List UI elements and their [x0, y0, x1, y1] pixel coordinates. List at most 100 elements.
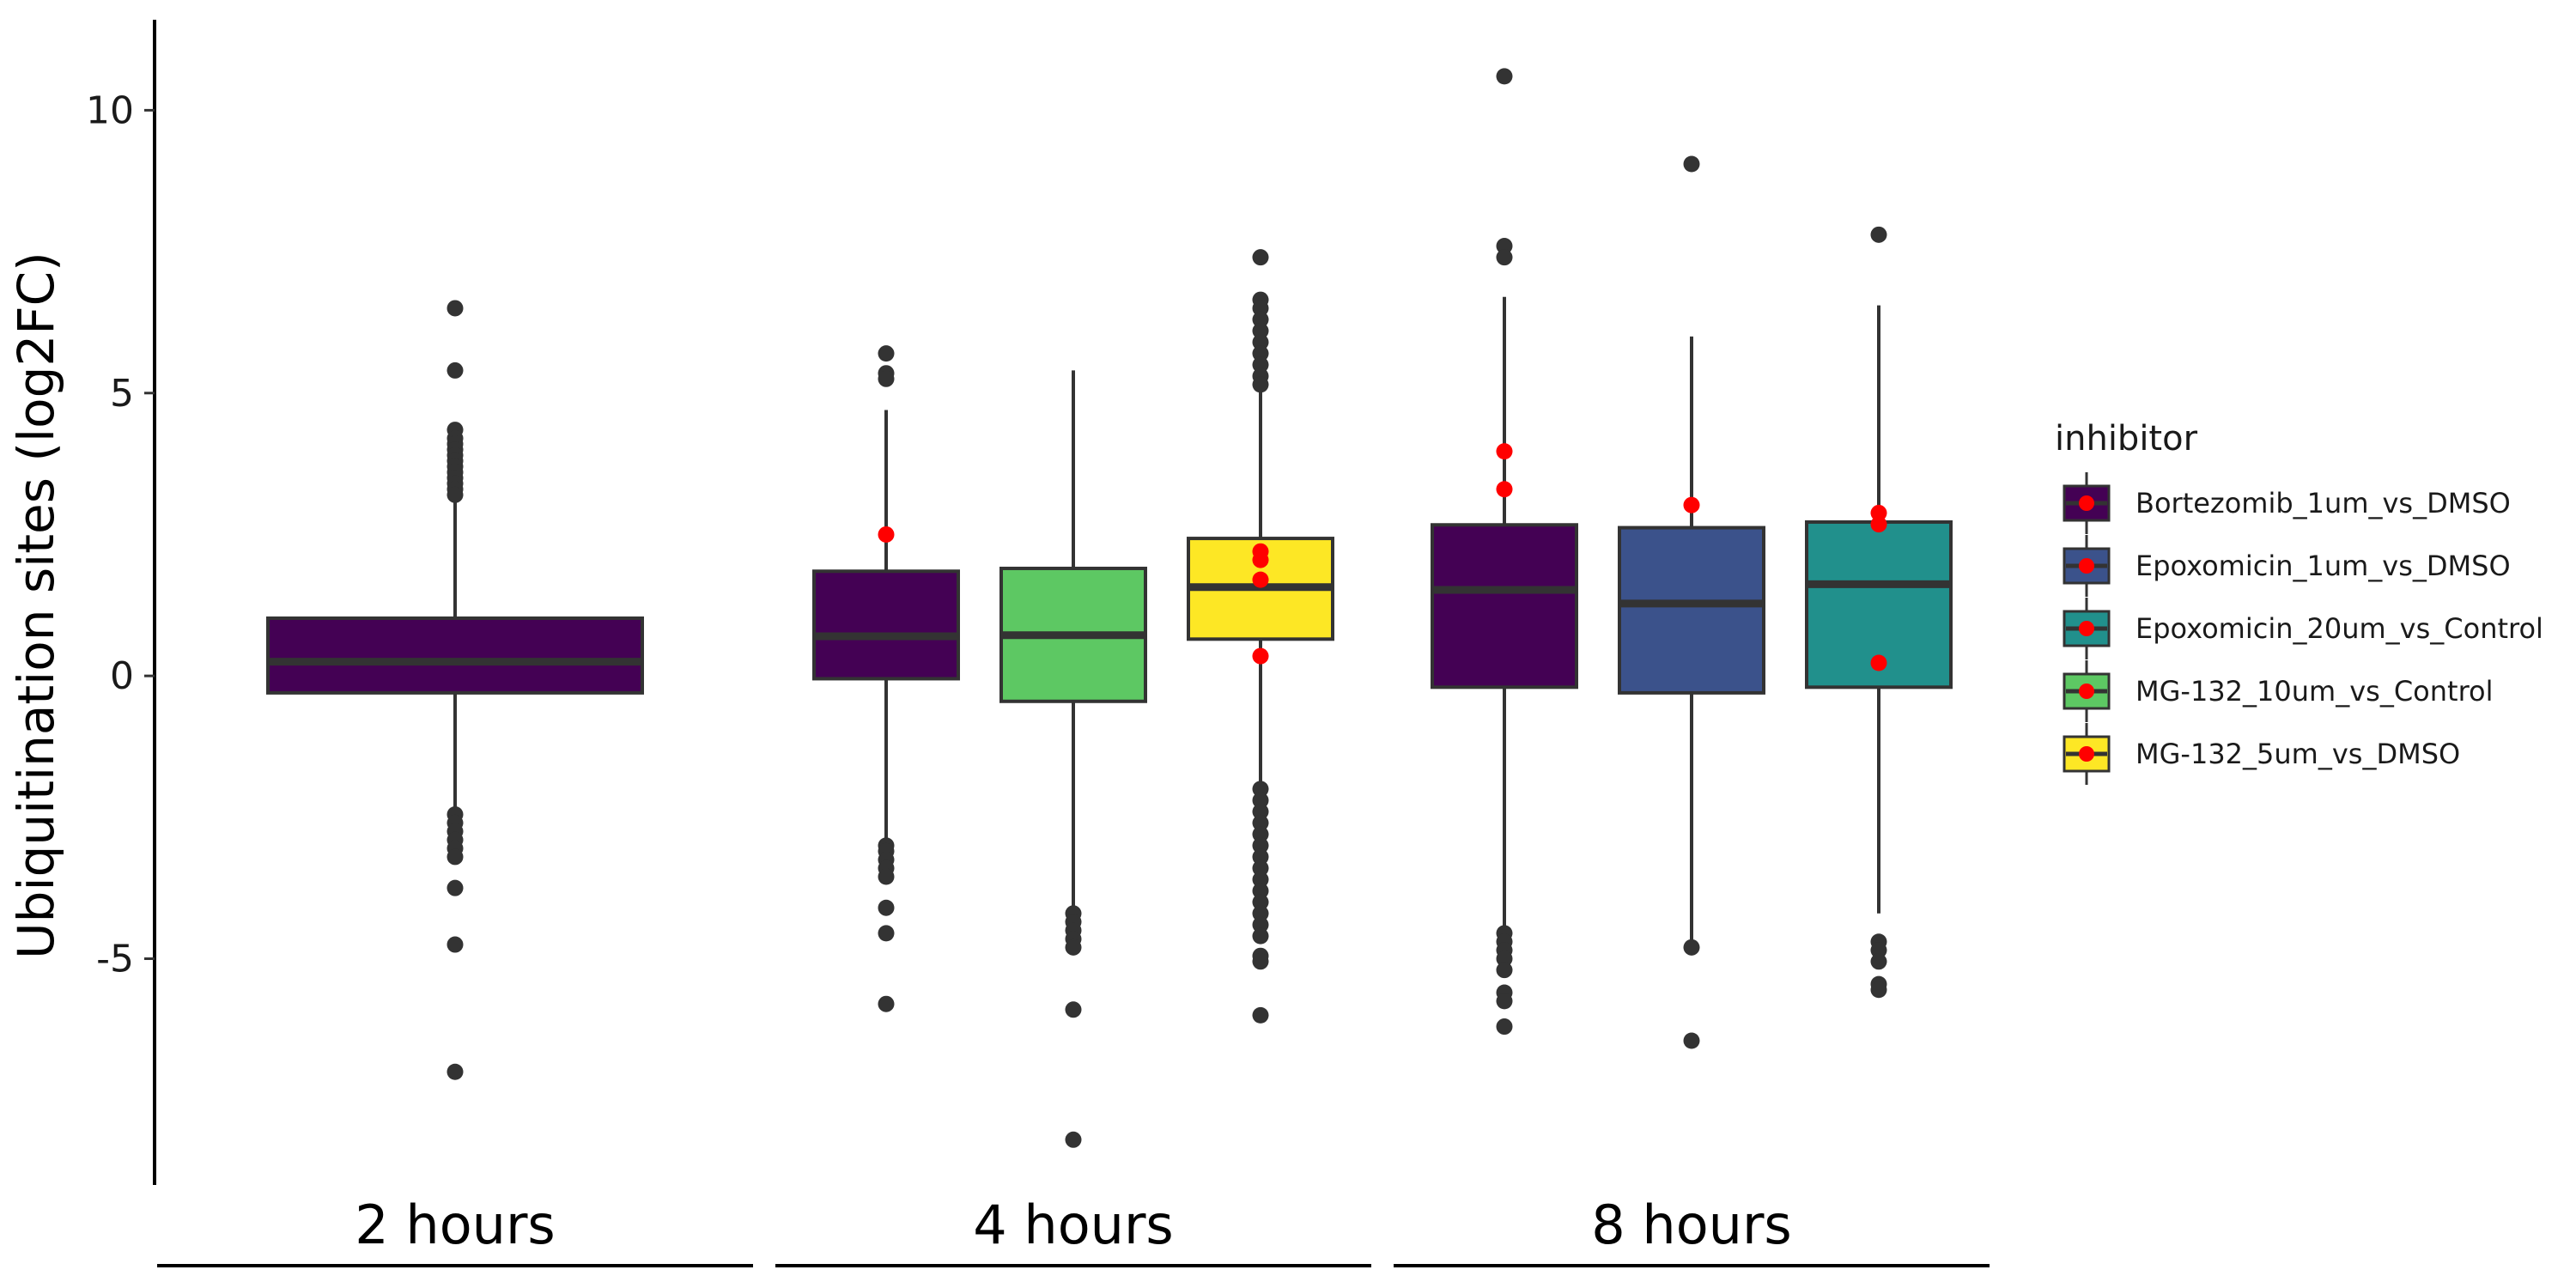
highlight-point	[878, 526, 895, 543]
outlier-point	[1252, 1006, 1269, 1024]
y-axis: -5 0 5 10	[86, 20, 156, 1185]
outlier-point	[1065, 1001, 1082, 1018]
highlight-point	[1870, 504, 1887, 521]
outlier-point	[1252, 376, 1269, 393]
highlight-point	[1252, 647, 1269, 665]
outlier-point	[878, 995, 895, 1012]
outlier-point	[1496, 1018, 1513, 1036]
facet-label-4-hours: 4 hours	[973, 1194, 1173, 1256]
plot-area	[266, 68, 1953, 1148]
outlier-point	[447, 848, 464, 866]
legend-label: MG-132_5um_vs_DMSO	[2136, 738, 2460, 770]
outlier-point	[1496, 993, 1513, 1010]
y-tick-label: -5	[96, 938, 134, 981]
highlight-point	[1496, 443, 1513, 460]
outlier-point	[1252, 927, 1269, 945]
box-4-hours-bortezomib-1um-vs-dmso	[812, 345, 960, 1012]
outlier-point	[1252, 781, 1269, 798]
highlight-point	[1252, 551, 1269, 568]
outlier-point	[1065, 939, 1082, 956]
y-tick-label: 0	[110, 654, 134, 698]
legend-label: Bortezomib_1um_vs_DMSO	[2136, 487, 2511, 519]
outlier-point	[1065, 1131, 1082, 1148]
outlier-point	[447, 361, 464, 379]
highlight-point	[1252, 571, 1269, 588]
legend-item-bortezomib-1um-vs-dmso: Bortezomib_1um_vs_DMSO	[2063, 472, 2511, 534]
outlier-point	[447, 879, 464, 896]
outlier-point	[1870, 226, 1887, 243]
outlier-point	[1252, 814, 1269, 831]
outlier-point	[1252, 860, 1269, 877]
outlier-point	[1252, 905, 1269, 922]
legend-item-mg-132-5um-vs-dmso: MG-132_5um_vs_DMSO	[2063, 723, 2460, 785]
outlier-point	[1496, 68, 1513, 85]
outlier-point	[1252, 803, 1269, 820]
legend-title: inhibitor	[2055, 419, 2198, 459]
box-4-hours-mg-132-10um-vs-control	[999, 370, 1147, 1148]
outlier-point	[1252, 848, 1269, 866]
legend: inhibitor Bortezomib_1um_vs_DMSO Epoxomici…	[2055, 419, 2543, 785]
outlier-point	[1252, 300, 1269, 317]
outlier-point	[1683, 155, 1700, 173]
legend-label: Epoxomicin_1um_vs_DMSO	[2136, 550, 2511, 582]
outlier-point	[1252, 871, 1269, 888]
box-8-hours-epoxomicin-1um-vs-dmso	[1618, 155, 1765, 1049]
legend-key-point	[2079, 558, 2094, 574]
legend-key-point	[2079, 495, 2094, 511]
box-4-hours-mg-132-5um-vs-dmso	[1187, 249, 1334, 1024]
outlier-point	[1496, 237, 1513, 254]
legend-item-epoxomicin-1um-vs-dmso: Epoxomicin_1um_vs_DMSO	[2063, 535, 2511, 597]
outlier-point	[878, 345, 895, 362]
outlier-point	[878, 925, 895, 942]
outlier-point	[447, 936, 464, 953]
legend-label: Epoxomicin_20um_vs_Control	[2136, 612, 2543, 645]
legend-key-point	[2079, 683, 2094, 699]
outlier-point	[1870, 942, 1887, 959]
y-axis-title: Ubiquitination sites (log2FC)	[7, 252, 65, 959]
highlight-point	[1870, 654, 1887, 671]
outlier-point	[447, 486, 464, 503]
legend-label: MG-132_10um_vs_Control	[2136, 675, 2493, 708]
highlight-point	[1683, 496, 1700, 513]
y-tick-label: 10	[86, 88, 134, 132]
outlier-point	[1252, 953, 1269, 970]
outlier-point	[1870, 981, 1887, 999]
outlier-point	[1252, 792, 1269, 809]
outlier-point	[1496, 249, 1513, 266]
box-body	[1618, 526, 1765, 695]
legend-item-mg-132-10um-vs-control: MG-132_10um_vs_Control	[2063, 660, 2493, 722]
box-8-hours-epoxomicin-20um-vs-control	[1805, 226, 1953, 999]
outlier-point	[878, 370, 895, 387]
outlier-point	[1683, 939, 1700, 956]
highlight-point	[1496, 481, 1513, 498]
box-2-hours-bortezomib-1um-vs-dmso	[266, 300, 644, 1080]
outlier-point	[1252, 345, 1269, 362]
highlight-point	[1870, 516, 1887, 533]
box-body	[812, 569, 960, 681]
legend-key-point	[2079, 621, 2094, 636]
outlier-point	[1252, 322, 1269, 339]
legend-item-epoxomicin-20um-vs-control: Epoxomicin_20um_vs_Control	[2063, 598, 2543, 659]
box-body	[1431, 523, 1578, 690]
facet-label-2-hours: 2 hours	[355, 1194, 555, 1256]
outlier-point	[447, 300, 464, 317]
facet-label-8-hours: 8 hours	[1591, 1194, 1791, 1256]
outlier-point	[1252, 826, 1269, 843]
outlier-point	[1252, 894, 1269, 911]
box-8-hours-bortezomib-1um-vs-dmso	[1431, 68, 1578, 1036]
box-body	[266, 616, 644, 695]
facet-strip: 2 hours 4 hours 8 hours	[157, 1194, 1990, 1267]
legend-key-point	[2079, 746, 2094, 762]
outlier-point	[1252, 356, 1269, 374]
outlier-point	[1252, 837, 1269, 854]
y-tick-label: 5	[110, 372, 134, 416]
outlier-point	[1252, 249, 1269, 266]
outlier-point	[1252, 333, 1269, 350]
outlier-point	[1496, 951, 1513, 968]
outlier-point	[878, 868, 895, 885]
outlier-point	[1870, 953, 1887, 970]
outlier-point	[1252, 311, 1269, 328]
outlier-point	[1252, 916, 1269, 933]
outlier-point	[1252, 882, 1269, 899]
